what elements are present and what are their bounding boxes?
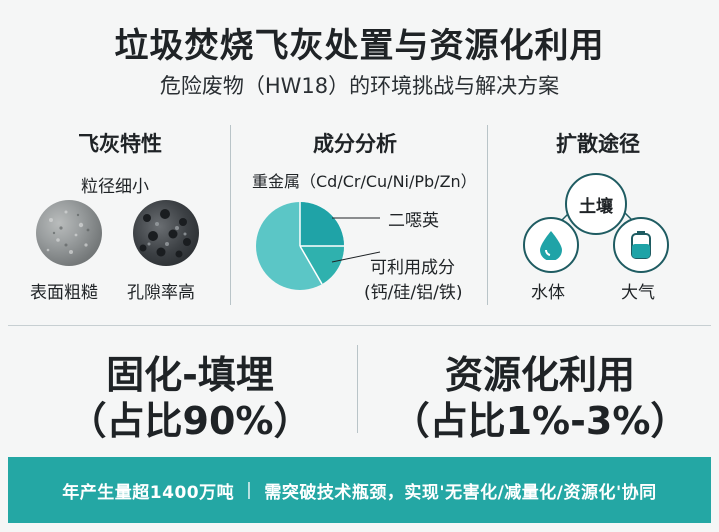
dioxin-label: 二噁英 bbox=[388, 211, 439, 231]
composition-title: 成分分析 bbox=[313, 132, 397, 156]
solidify-title: 固化-填埋 bbox=[106, 353, 274, 397]
annual-output-text: 年产生量超1400万吨 bbox=[62, 482, 235, 503]
properties-title: 飞灰特性 bbox=[78, 132, 162, 156]
page-title: 垃圾焚烧飞灰处置与资源化利用 bbox=[114, 26, 605, 66]
soil-label: 土壤 bbox=[579, 196, 613, 217]
reuse-share: （占比1%-3%） bbox=[391, 399, 689, 443]
gas-cylinder-icon bbox=[631, 231, 651, 259]
divider-left bbox=[230, 125, 231, 305]
section-divider bbox=[8, 325, 711, 326]
water-node bbox=[523, 217, 579, 273]
page-subtitle: 危险废物（HW18）的环境挑战与解决方案 bbox=[159, 74, 560, 98]
soil-node: 土壤 bbox=[565, 173, 627, 235]
water-label: 水体 bbox=[531, 283, 565, 303]
water-drop-icon bbox=[540, 231, 562, 260]
air-node bbox=[613, 217, 669, 273]
solidify-share: （占比90%） bbox=[68, 399, 312, 443]
usable-label: 可利用成分 bbox=[370, 258, 455, 278]
pie-dioxin-slice bbox=[300, 202, 344, 246]
rough-particle-image bbox=[36, 200, 102, 266]
divider-right bbox=[487, 125, 488, 305]
rough-surface-label: 表面粗糙 bbox=[30, 283, 98, 303]
heavy-metals-label: 重金属（Cd/Cr/Cu/Ni/Pb/Zn） bbox=[252, 172, 477, 191]
banner-separator: | bbox=[246, 480, 253, 500]
porous-particle-image bbox=[133, 200, 199, 266]
diffusion-title: 扩散途径 bbox=[556, 132, 640, 156]
high-porosity-label: 孔隙率高 bbox=[127, 283, 195, 303]
pie-leader-lines bbox=[331, 217, 381, 263]
pie-usable-slice bbox=[300, 246, 344, 284]
size-label: 粒径细小 bbox=[81, 177, 149, 197]
reuse-title: 资源化利用 bbox=[444, 353, 635, 397]
air-label: 大气 bbox=[621, 283, 655, 303]
goal-text: 需突破技术瓶颈，实现'无害化/减量化/资源化'协同 bbox=[264, 482, 657, 503]
footer-banner: 年产生量超1400万吨 | 需突破技术瓶颈，实现'无害化/减量化/资源化'协同 bbox=[8, 457, 711, 523]
usable-detail-label: (钙/硅/铝/铁) bbox=[364, 283, 463, 303]
composition-pie-chart bbox=[256, 202, 344, 290]
solutions-divider bbox=[357, 345, 358, 433]
